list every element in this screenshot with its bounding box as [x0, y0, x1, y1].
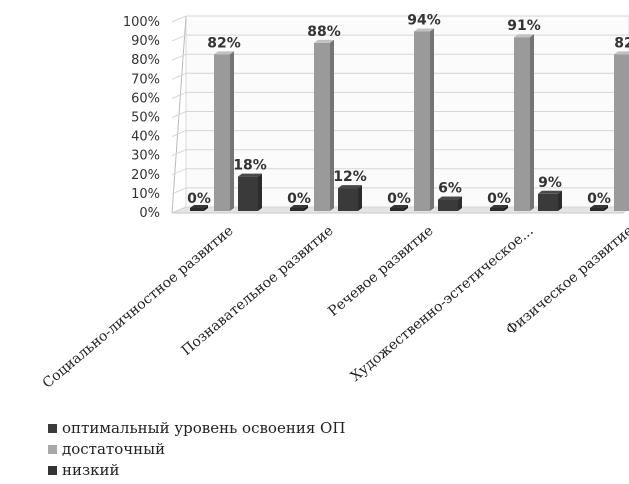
y-tick-label: 100% [123, 15, 160, 30]
gridline-side [171, 206, 187, 214]
data-label-0-4: 0% [587, 191, 611, 207]
data-label-1-0: 82% [207, 35, 241, 51]
bar-top-0-4 [590, 205, 608, 208]
gridline-side [171, 111, 187, 118]
data-label-2-0: 18% [233, 158, 267, 174]
data-label-0-0: 0% [187, 191, 211, 207]
data-label-0-3: 0% [487, 191, 511, 207]
bar-chart: 0% 10% 20% 30% 40% 50% 60% 70% 80% 90% 100% 0% 82% 1… [40, 12, 629, 392]
bar-top-1-4 [614, 51, 629, 55]
bar-top-0-1 [290, 205, 308, 208]
data-label-2-3: 9% [538, 175, 562, 191]
legend-swatch-optimal [48, 424, 57, 433]
bar-side-1-3 [530, 34, 534, 211]
legend: оптимальный уровень освоения ОП достаточ… [48, 418, 345, 481]
bar-side-2-0 [258, 173, 262, 211]
bar-top-2-1 [338, 185, 362, 189]
gridline-side [171, 168, 187, 176]
y-tick-label: 80% [131, 53, 160, 68]
legend-label-optimal: оптимальный уровень освоения ОП [62, 419, 346, 437]
bar-side-0-0 [204, 205, 208, 211]
y-tick-label: 30% [131, 149, 160, 164]
legend-label-sufficient: достаточный [62, 440, 166, 458]
data-label-1-4: 82 [614, 35, 629, 51]
bar-0-3 [490, 208, 504, 211]
bar-top-0-0 [190, 205, 208, 208]
gridline-side [171, 91, 187, 99]
bar-0-4 [590, 208, 604, 211]
y-tick-label: 60% [131, 91, 160, 106]
legend-item-optimal: оптимальный уровень освоения ОП [48, 418, 345, 439]
gridline-side [171, 130, 187, 138]
y-tick-label: 50% [131, 111, 160, 126]
bar-1-0 [214, 54, 230, 211]
bar-side-1-2 [430, 28, 434, 212]
gridline-side [171, 34, 187, 42]
bar-1-3 [514, 37, 530, 211]
y-tick-label: 90% [131, 34, 160, 49]
data-label-0-2: 0% [387, 191, 411, 207]
bar-top-2-0 [238, 173, 262, 177]
data-labels: 0% 82% 18% 0% 88% 12% 0% 94% 6% 0% 91% 9% 0% 82 [187, 12, 629, 207]
bar-side-1-1 [330, 39, 334, 211]
bar-side-0-4 [604, 205, 608, 211]
bar-side-2-2 [458, 196, 462, 211]
x-tick-label: Художественно-эстетическое... [348, 223, 537, 385]
bar-1-4 [614, 54, 629, 211]
bar-top-1-1 [314, 39, 334, 43]
bar-0-1 [290, 208, 304, 211]
bar-side-2-1 [358, 185, 362, 211]
bar-top-0-3 [490, 205, 508, 208]
bar-top-0-2 [390, 205, 408, 208]
data-label-1-2: 94% [407, 12, 441, 28]
bar-side-1-0 [230, 51, 234, 211]
bar-top-1-2 [414, 28, 434, 32]
data-label-0-1: 0% [287, 191, 311, 207]
bar-2-1 [338, 188, 358, 211]
bar-side-0-3 [504, 205, 508, 211]
bar-top-2-2 [438, 196, 462, 200]
legend-item-low: низкий [48, 460, 345, 481]
gridline-side [171, 15, 187, 23]
x-axis-ticks: Социально-личностное развитиеПознаватель… [40, 223, 629, 392]
bar-2-0 [238, 176, 258, 211]
bar-side-0-1 [304, 205, 308, 211]
data-label-2-1: 12% [333, 169, 367, 185]
y-tick-label: 0% [139, 206, 160, 221]
bar-top-2-3 [538, 190, 562, 194]
bar-top-1-0 [214, 51, 234, 55]
gridline-side [171, 53, 187, 61]
legend-item-sufficient: достаточный [48, 439, 345, 460]
bar-0-0 [190, 208, 204, 211]
y-tick-label: 40% [131, 130, 160, 145]
y-tick-label: 10% [131, 187, 160, 202]
gridline-side [171, 72, 187, 80]
y-tick-label: 20% [131, 168, 160, 183]
data-label-1-1: 88% [307, 24, 341, 40]
x-tick-label: Социально-личностное развитие [40, 223, 237, 392]
bar-side-0-2 [404, 205, 408, 211]
gridline-side [171, 149, 187, 157]
legend-swatch-sufficient [48, 445, 57, 454]
bar-side-2-3 [558, 190, 562, 211]
data-label-2-2: 6% [438, 181, 462, 197]
y-axis-ticks: 0% 10% 20% 30% 40% 50% 60% 70% 80% 90% 100% [123, 15, 160, 221]
legend-label-low: низкий [62, 461, 120, 479]
y-tick-label: 70% [131, 72, 160, 87]
data-label-1-3: 91% [507, 18, 541, 34]
gridline-side [171, 187, 187, 195]
bar-1-1 [314, 42, 330, 211]
legend-swatch-low [48, 466, 57, 475]
bar-top-1-3 [514, 34, 534, 38]
x-tick-label: Речевое развитие [325, 223, 436, 320]
bar-2-2 [438, 199, 458, 211]
bar-1-2 [414, 31, 430, 212]
bars [190, 28, 629, 212]
bar-0-2 [390, 208, 404, 211]
bar-2-3 [538, 193, 558, 211]
